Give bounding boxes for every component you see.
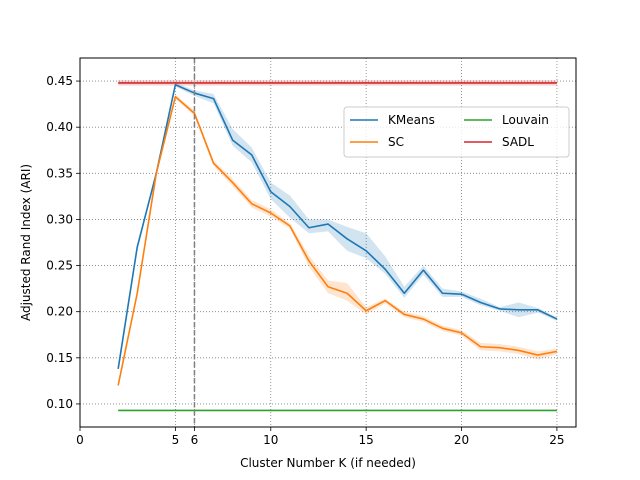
- y-tick-label: 0.30: [46, 212, 73, 226]
- legend-label-kmeans: KMeans: [388, 113, 435, 127]
- band-kmeans: [118, 82, 557, 369]
- y-tick-label: 0.10: [46, 397, 73, 411]
- legend-box: [343, 106, 570, 158]
- plot-frame: [79, 57, 577, 428]
- x-tick-label: 10: [263, 433, 278, 447]
- legend-label-sc: SC: [388, 135, 404, 149]
- y-tick-label: 0.15: [46, 351, 73, 365]
- series-lines: [117, 82, 558, 412]
- y-tick-label: 0.45: [46, 74, 73, 88]
- y-tick-label: 0.25: [46, 259, 73, 273]
- legend: KMeans SC Louvain SADL: [343, 106, 570, 158]
- x-tick-label: 5: [172, 433, 180, 447]
- y-tick-label: 0.20: [46, 305, 73, 319]
- legend-label-sadl: SADL: [502, 135, 534, 149]
- x-tick-label: 20: [454, 433, 469, 447]
- legend-label-louvain: Louvain: [502, 113, 549, 127]
- y-axis-label: Adjusted Rand Index (ARI): [19, 164, 33, 321]
- x-tick-label: 25: [549, 433, 564, 447]
- x-tick-label: 0: [76, 433, 84, 447]
- series-line-sc: [117, 95, 558, 386]
- x-tick-label: 6: [191, 433, 199, 447]
- axis-ticks: 0 5 6 10 15 20 25 0.10 0.15 0.20 0.25 0.30 0.35 0.40 0…: [46, 74, 564, 447]
- x-axis-label: Cluster Number K (if needed): [240, 456, 416, 470]
- y-tick-label: 0.40: [46, 120, 73, 134]
- x-tick-label: 15: [359, 433, 374, 447]
- series-line-kmeans: [117, 83, 558, 370]
- y-tick-label: 0.35: [46, 166, 73, 180]
